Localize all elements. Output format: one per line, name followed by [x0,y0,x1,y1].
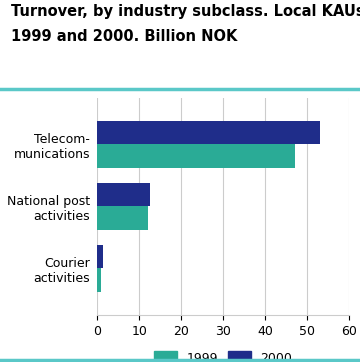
Legend: 1999, 2000: 1999, 2000 [150,347,296,362]
Bar [97,268,102,292]
Bar [97,121,320,144]
Bar [97,206,148,230]
Bar [97,245,103,268]
Bar [97,144,294,168]
Text: 1999 and 2000. Billion NOK: 1999 and 2000. Billion NOK [11,29,237,44]
Text: Turnover, by industry subclass. Local KAUs.: Turnover, by industry subclass. Local KA… [11,4,360,18]
Bar [97,183,150,206]
